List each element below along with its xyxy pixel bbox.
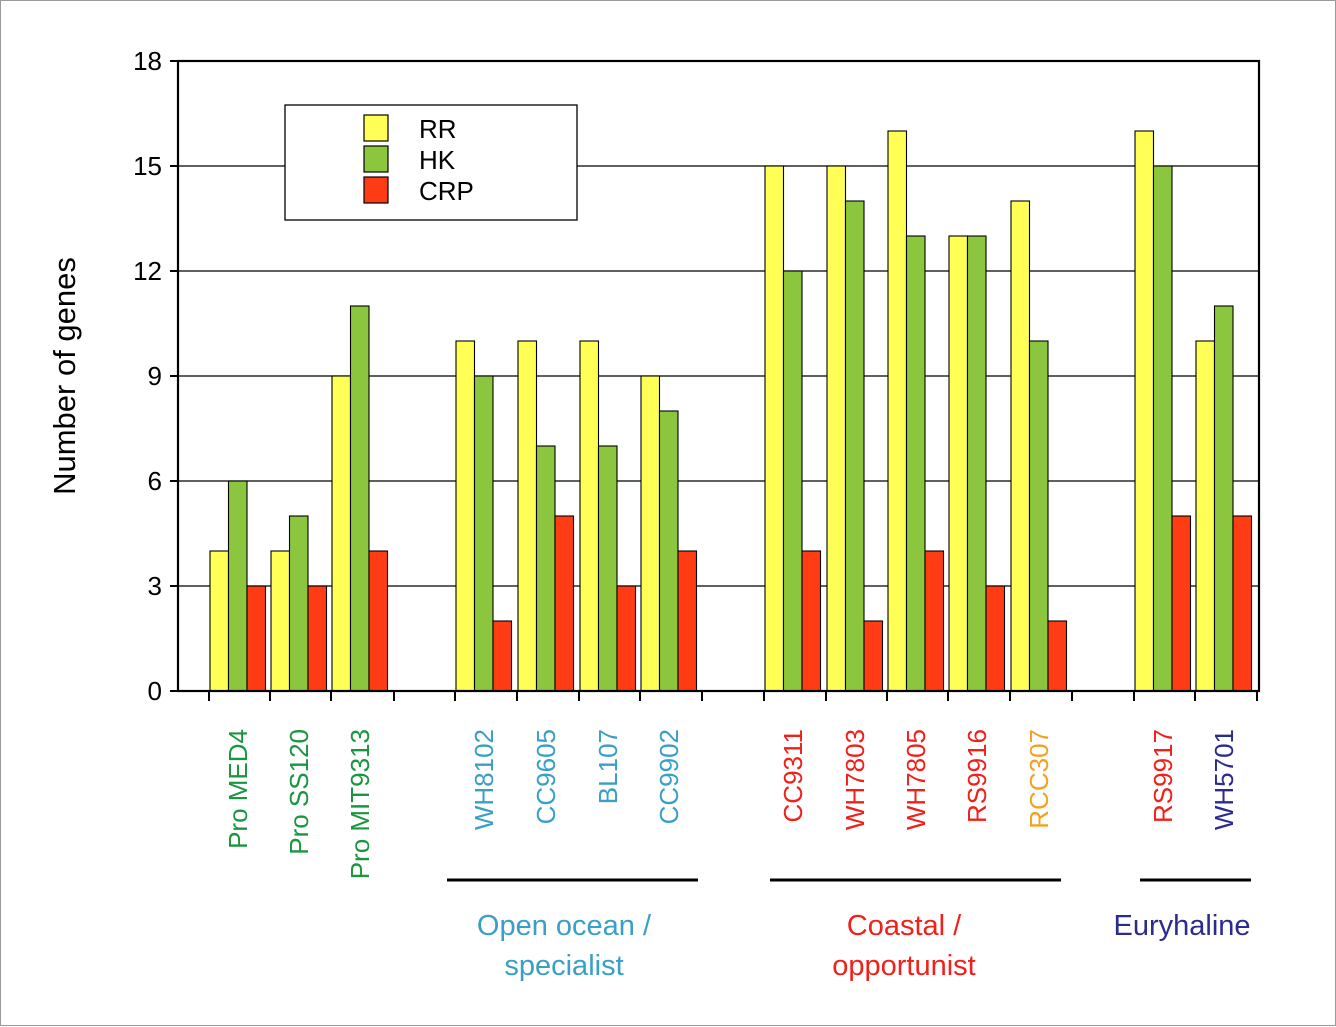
bar-hk-wh7805 — [905, 235, 926, 692]
bar-crp-pro-mit9313 — [368, 550, 389, 692]
legend-box — [284, 104, 578, 221]
bar-hk-wh5701 — [1213, 305, 1234, 692]
bar-rr-wh7803 — [826, 165, 847, 692]
category-label-pro-mit9313: Pro MIT9313 — [345, 729, 375, 879]
bar-crp-bl107 — [616, 585, 637, 692]
category-label-cc9605: CC9605 — [531, 729, 561, 824]
bar-hk-bl107 — [597, 445, 618, 692]
bar-rr-rs9917 — [1134, 130, 1155, 692]
bar-crp-rs9916 — [985, 585, 1006, 692]
bar-hk-wh8102 — [473, 375, 494, 692]
group-label-0-line-0: Open ocean / — [477, 910, 652, 942]
y-tick-label-6: 6 — [148, 466, 162, 496]
legend-swatch-hk — [363, 145, 389, 173]
category-label-pro-ss120: Pro SS120 — [284, 729, 314, 855]
bar-crp-wh5701 — [1232, 515, 1253, 692]
y-tick-label-12: 12 — [133, 256, 162, 286]
bar-hk-rcc307 — [1028, 340, 1049, 692]
bar-rr-cc9605 — [517, 340, 538, 692]
bar-crp-cc9605 — [554, 515, 575, 692]
category-label-rs9916: RS9916 — [962, 729, 992, 823]
group-label-1-line-1: opportunist — [832, 950, 976, 982]
bar-hk-cc9605 — [535, 445, 556, 692]
y-tick-label-15: 15 — [133, 151, 162, 181]
legend-label-crp: CRP — [419, 176, 474, 206]
category-label-bl107: BL107 — [593, 729, 623, 804]
y-axis-title: Number of genes — [47, 257, 82, 495]
bar-rr-bl107 — [579, 340, 600, 692]
group-label-2-line-0: Euryhaline — [1113, 910, 1250, 942]
bar-rr-pro-mit9313 — [331, 375, 352, 692]
bar-hk-pro-mit9313 — [349, 305, 370, 692]
legend-swatch-crp — [363, 176, 389, 204]
category-label-rcc307: RCC307 — [1024, 729, 1054, 829]
bar-crp-wh7803 — [863, 620, 884, 692]
bar-hk-pro-ss120 — [288, 515, 309, 692]
category-label-wh7803: WH7803 — [840, 729, 870, 830]
bar-crp-cc9902 — [677, 550, 698, 692]
bar-crp-rcc307 — [1047, 620, 1068, 692]
y-tick-label-0: 0 — [148, 676, 162, 706]
bar-rr-wh7805 — [887, 130, 908, 692]
bar-rr-rcc307 — [1010, 200, 1031, 692]
bar-hk-wh7803 — [844, 200, 865, 692]
bar-hk-cc9902 — [658, 410, 679, 692]
legend-label-rr: RR — [419, 114, 457, 144]
bar-hk-rs9916 — [966, 235, 987, 692]
y-tick-label-9: 9 — [148, 361, 162, 391]
category-label-wh5701: WH5701 — [1209, 729, 1239, 830]
bar-crp-wh8102 — [492, 620, 513, 692]
group-label-1-line-0: Coastal / — [847, 910, 962, 942]
bar-rr-pro-ss120 — [270, 550, 291, 692]
bar-rr-pro-med4 — [209, 550, 230, 692]
bar-rr-cc9902 — [640, 375, 661, 692]
y-tick-label-18: 18 — [133, 46, 162, 76]
bar-crp-cc9311 — [801, 550, 822, 692]
category-label-pro-med4: Pro MED4 — [223, 729, 253, 849]
bar-hk-pro-med4 — [227, 480, 248, 692]
bar-hk-rs9917 — [1152, 165, 1173, 692]
bar-rr-rs9916 — [948, 235, 969, 692]
legend-label-hk: HK — [419, 145, 456, 175]
category-label-wh7805: WH7805 — [901, 729, 931, 830]
category-label-rs9917: RS9917 — [1148, 729, 1178, 823]
category-label-wh8102: WH8102 — [469, 729, 499, 830]
bar-crp-wh7805 — [924, 550, 945, 692]
category-label-cc9902: CC9902 — [654, 729, 684, 824]
bar-rr-cc9311 — [764, 165, 785, 692]
bar-crp-pro-med4 — [246, 585, 267, 692]
bar-crp-pro-ss120 — [307, 585, 328, 692]
category-label-cc9311: CC9311 — [778, 729, 808, 822]
bar-rr-wh8102 — [455, 340, 476, 692]
group-label-0-line-1: specialist — [504, 950, 623, 982]
bar-crp-rs9917 — [1171, 515, 1192, 692]
y-tick-label-3: 3 — [148, 571, 162, 601]
legend-swatch-rr — [363, 114, 389, 142]
bar-hk-cc9311 — [782, 270, 803, 692]
bar-rr-wh5701 — [1195, 340, 1216, 692]
